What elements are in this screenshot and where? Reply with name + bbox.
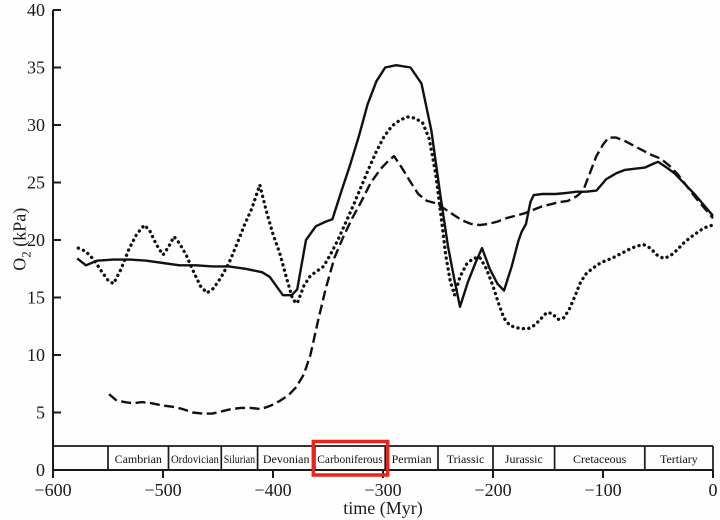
period-label-devonian: Devonian xyxy=(263,452,310,466)
y-tick-label: 15 xyxy=(27,288,45,308)
y-axis-title-units: (kPa) xyxy=(9,207,30,252)
y-tick-label: 0 xyxy=(36,460,45,480)
y-tick-label: 25 xyxy=(27,173,45,193)
x-tick-label: −100 xyxy=(584,480,621,500)
series-solid xyxy=(76,63,714,308)
y-axis-title-subscript: 2 xyxy=(18,251,34,258)
period-label-tertiary: Tertiary xyxy=(660,452,698,466)
period-label-triassic: Triassic xyxy=(447,452,485,466)
x-tick-label: −300 xyxy=(364,480,401,500)
period-label-jurassic: Jurassic xyxy=(505,452,543,466)
highlight-box-carboniferous xyxy=(311,439,390,477)
period-label-permian: Permian xyxy=(392,452,432,466)
period-label-ordovician: Ordovician xyxy=(171,452,219,466)
axes-frame xyxy=(52,10,713,471)
x-tick-label: 0 xyxy=(709,480,718,500)
y-tick-label: 10 xyxy=(27,345,45,365)
series-dotted xyxy=(76,115,715,331)
y-axis-title: O2 (kPa) xyxy=(10,184,35,294)
y-axis-title-symbol: O xyxy=(9,257,30,271)
x-tick-label: −500 xyxy=(144,480,181,500)
y-tick-label: 30 xyxy=(27,115,45,135)
y-tick-label: 35 xyxy=(27,58,45,78)
y-tick-label: 40 xyxy=(27,0,45,20)
period-label-cambrian: Cambrian xyxy=(115,452,162,466)
period-label-silurian: Silurian xyxy=(224,452,255,466)
period-label-carboniferous: Carboniferous xyxy=(317,452,383,466)
x-tick-label: −600 xyxy=(34,480,71,500)
y-tick-label: 20 xyxy=(27,230,45,250)
x-tick-label: −200 xyxy=(474,480,511,500)
series-dashed xyxy=(108,136,714,415)
x-tick-label: −400 xyxy=(254,480,291,500)
period-label-cretaceous: Cretaceous xyxy=(573,452,627,466)
x-axis-title: time (Myr) xyxy=(343,498,423,518)
y-tick-label: 5 xyxy=(36,403,45,423)
